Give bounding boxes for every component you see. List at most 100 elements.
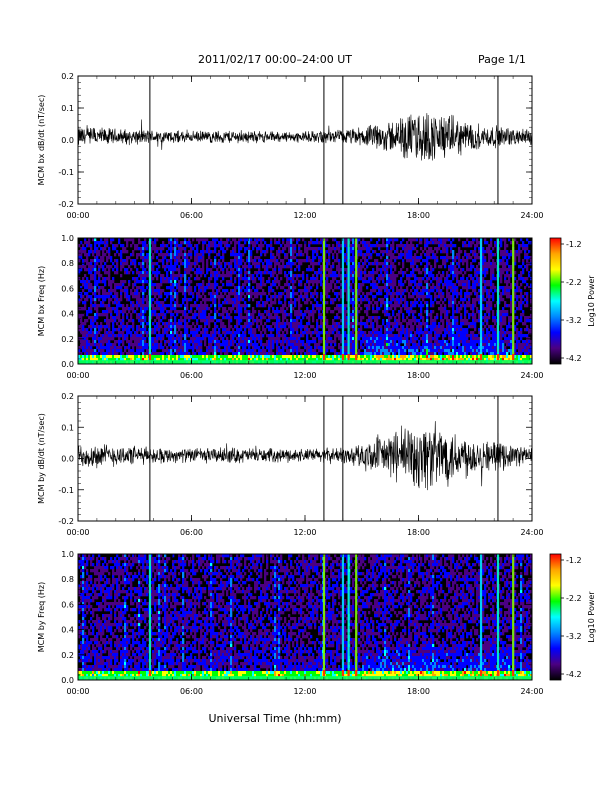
spectrogram-cell [374,316,377,320]
spectrogram-cell [164,355,167,359]
spectrogram-cell [196,340,199,344]
spectrogram-cell [404,256,407,260]
spectrogram-cell [408,283,411,287]
spectrogram-cell [304,331,307,335]
spectrogram-cell [358,358,361,362]
spectrogram-cell [196,331,199,335]
spectrogram-cell [242,340,245,344]
spectrogram-cell [310,346,313,350]
spectrogram-cell [88,331,91,335]
spectrogram-cell [172,298,175,302]
spectrogram-cell [108,340,111,344]
spectrogram-cell [176,292,179,296]
spectrogram-cell [142,256,145,260]
spectrogram-cell [138,352,141,356]
spectrogram-cell [100,343,103,347]
spectrogram-cell [116,307,119,311]
spectrogram-cell [350,331,353,335]
spectrogram-cell [318,241,321,245]
spectrogram-cell [212,295,215,299]
spectrogram-cell [130,253,133,257]
spectrogram-cell [228,355,231,359]
spectrogram-cell [414,238,417,242]
spectrogram-cell [188,244,191,248]
spectrogram-cell [324,256,327,260]
spectrogram-cell [138,292,141,296]
spectrogram-cell [166,355,169,359]
spectrogram-cell [306,253,309,257]
spectrogram-cell [104,352,107,356]
spectrogram-cell [118,337,121,341]
spectrogram-cell [344,274,347,278]
spectrogram-cell [400,349,403,353]
spectrogram-cell [386,307,389,311]
spectrogram-cell [412,262,415,266]
spectrogram-cell [102,313,105,317]
spectrogram-cell [234,271,237,275]
spectrogram-cell [186,343,189,347]
spectrogram-cell [278,250,281,254]
spectrogram-cell [288,325,291,329]
spectrogram-cell [386,250,389,254]
spectrogram-cell [310,241,313,245]
spectrogram-cell [190,262,193,266]
spectrogram-cell [102,265,105,269]
spectrogram-cell [312,292,315,296]
spectrogram-cell [212,349,215,353]
spectrogram-cell [196,307,199,311]
spectrogram-cell [352,346,355,350]
spectrogram-cell [376,241,379,245]
spectrogram-cell [184,358,187,362]
spectrogram-cell [330,340,333,344]
spectrogram-cell [250,352,253,356]
spectrogram-cell [226,262,229,266]
spectrogram-cell [386,349,389,353]
spectrogram-cell [250,349,253,353]
spectrogram-cell [298,274,301,278]
spectrogram-cell [388,313,391,317]
spectrogram-cell [412,274,415,278]
spectrogram-cell [366,307,369,311]
spectrogram-cell [94,355,97,359]
spectrogram-cell [116,313,119,317]
spectrogram-cell [114,244,117,248]
spectrogram-cell [282,334,285,338]
spectrogram-cell [258,358,261,362]
spectrogram-cell [292,340,295,344]
spectrogram-cell [326,310,329,314]
spectrogram-cell [368,325,371,329]
spectrogram-cell [408,253,411,257]
spectrogram-cell [316,322,319,326]
spectrogram-cell [308,256,311,260]
spectrogram-cell [170,259,173,263]
spectrogram-cell [336,247,339,251]
spectrogram-cell [128,349,131,353]
spectrogram-cell [386,268,389,272]
spectrogram-cell [296,274,299,278]
spectrogram-cell [320,325,323,329]
spectrogram-cell [138,238,141,242]
spectrogram-cell [314,352,317,356]
spectrogram-cell [382,334,385,338]
spectrogram-cell [398,253,401,257]
spectrogram-cell [394,322,397,326]
spectrogram-cell [124,238,127,242]
spectrogram-cell [290,274,293,278]
spectrogram-cell [396,343,399,347]
spectrogram-cell [400,292,403,296]
spectrogram-cell [94,241,97,245]
spectrogram-cell [312,259,315,263]
y-tick-label: -0.2 [58,200,74,209]
spectrogram-cell [372,289,375,293]
spectrogram-cell [118,301,121,305]
spectrogram-cell [198,307,201,311]
spectrogram-cell [82,289,85,293]
spectrogram-cell [274,241,277,245]
spectrogram-cell [156,274,159,278]
spectrogram-cell [214,343,217,347]
spectrogram-cell [288,265,291,269]
spectrogram-cell [198,289,201,293]
spectrogram-cell [174,316,177,320]
spectrogram-cell [362,247,365,251]
spectrogram-cell [362,256,365,260]
